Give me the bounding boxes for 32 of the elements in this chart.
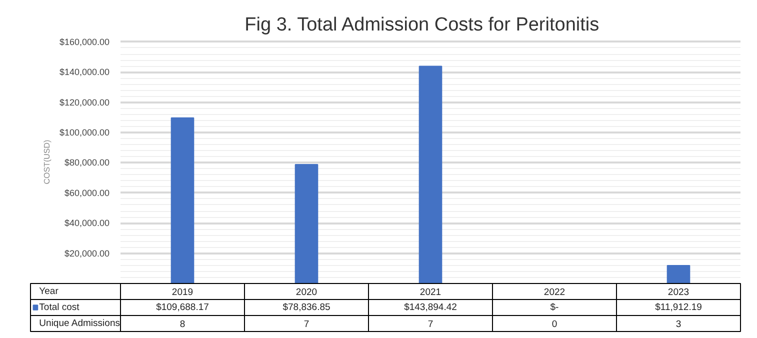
y-tick-label: $100,000.00: [59, 128, 110, 138]
bar: [170, 117, 194, 283]
x-axis-title: Year: [39, 286, 58, 297]
x-tick-label: 2020: [296, 287, 318, 298]
y-tick-label: $80,000.00: [64, 158, 110, 168]
bar: [666, 265, 690, 283]
bar: [294, 164, 318, 283]
chart-title: Fig 3. Total Admission Costs for Peritonitis: [244, 14, 600, 36]
x-tick-label: 2021: [420, 287, 442, 298]
y-tick-label: $140,000.00: [59, 67, 110, 78]
y-tick-label: $40,000.00: [64, 218, 110, 228]
x-tick-label: 2019: [172, 287, 194, 298]
y-axis-title: COST(USD): [42, 139, 52, 184]
data-label: $78,836.85: [282, 302, 330, 313]
y-tick-label: $20,000.00: [64, 248, 110, 258]
y-tick-label: $60,000.00: [64, 188, 110, 198]
y-tick-label: $120,000.00: [59, 97, 110, 108]
text: 7: [428, 319, 434, 330]
data-label: $109,688.17: [156, 302, 209, 313]
data-label: $11,912.19: [655, 302, 702, 313]
text: Unique Admissions: [39, 318, 120, 329]
y-tick-label: $160,000.00: [59, 36, 110, 47]
data-label: $143,894.42: [404, 302, 457, 313]
legend-label: Total cost: [39, 302, 80, 313]
bar: [418, 66, 442, 283]
text: 3: [676, 319, 682, 330]
data-label: $-: [550, 302, 559, 313]
text: 0: [552, 319, 558, 330]
x-tick-label: 2023: [668, 287, 690, 298]
text: 7: [304, 319, 310, 330]
x-tick-label: 2022: [544, 287, 566, 298]
text: 8: [180, 319, 186, 330]
